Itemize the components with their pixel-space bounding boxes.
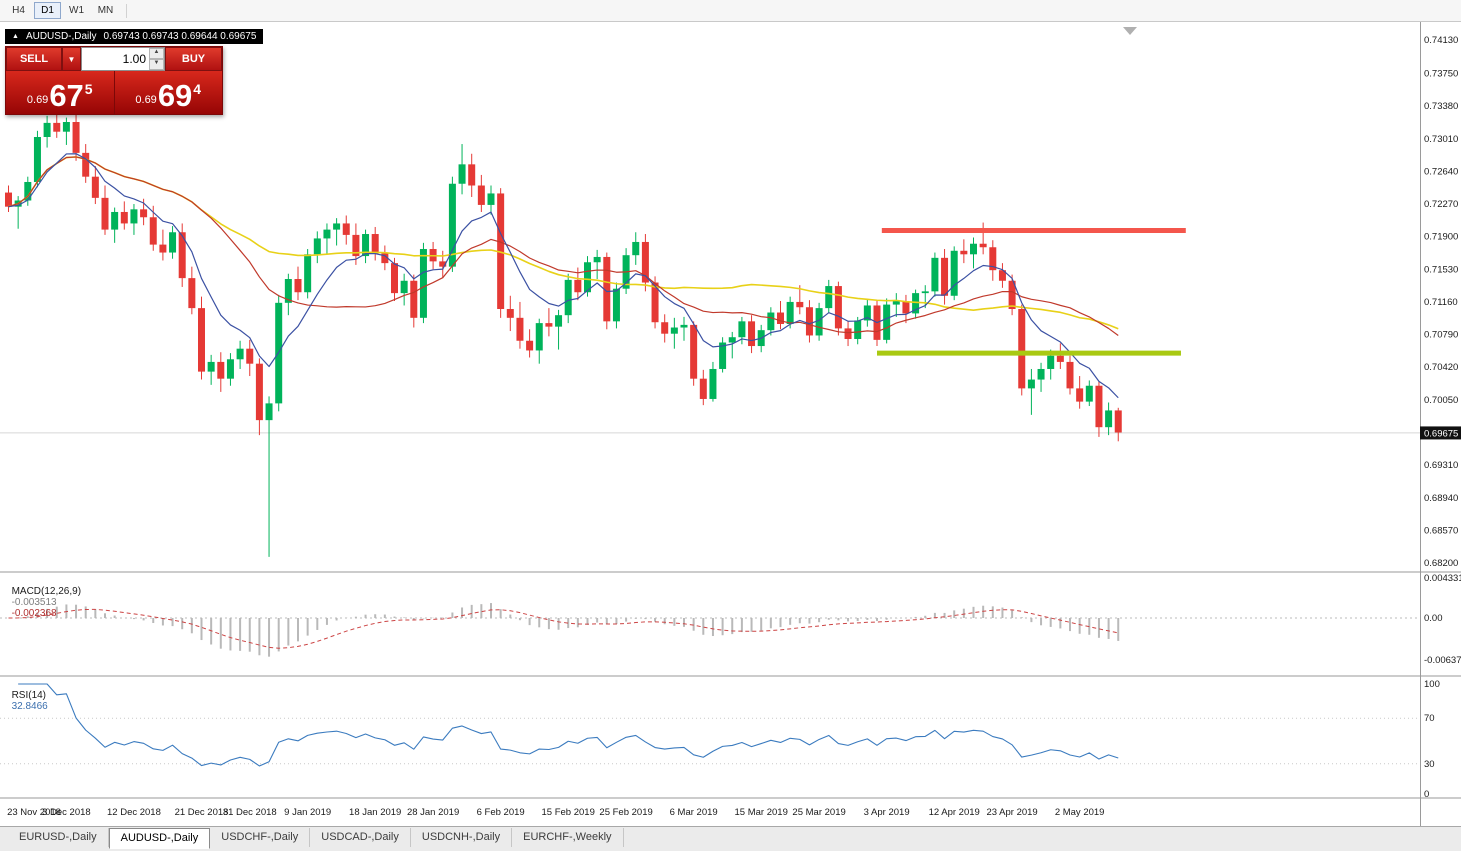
chart-tabs-bar: EURUSD-,Daily AUDUSD-,Daily USDCHF-,Daily U… — [0, 826, 1461, 851]
volume-increase-button[interactable]: ▲ — [149, 48, 164, 59]
volume-field-wrap: ▲ ▼ — [81, 47, 165, 71]
chart-tab-audusd-daily[interactable]: AUDUSD-,Daily — [108, 828, 211, 849]
chart-tab-usdcad-daily[interactable]: USDCAD-,Daily — [310, 828, 411, 847]
chart-tab-eurusd-daily[interactable]: EURUSD-,Daily — [8, 828, 109, 847]
rsi-indicator-label: RSI(14) 32.8466 — [6, 679, 48, 712]
sell-price-prefix: 0.69 — [26, 94, 49, 106]
sell-button[interactable]: SELL — [6, 47, 62, 71]
volume-dropdown-button[interactable]: ▼ — [62, 47, 81, 71]
svg-text:21 Dec 2018: 21 Dec 2018 — [175, 807, 229, 818]
svg-text:25 Mar 2019: 25 Mar 2019 — [792, 807, 845, 818]
svg-text:0.71530: 0.71530 — [1424, 264, 1458, 275]
svg-text:0.73380: 0.73380 — [1424, 101, 1458, 112]
svg-text:0: 0 — [1424, 789, 1429, 800]
chart-symbol-header: ▲ AUDUSD-,Daily 0.69743 0.69743 0.69644 … — [5, 29, 264, 44]
svg-text:0.69675: 0.69675 — [1424, 428, 1458, 439]
macd-signal-value: -0.002368 — [11, 608, 57, 619]
rsi-name: RSI(14) — [11, 690, 47, 701]
svg-text:0.71160: 0.71160 — [1424, 297, 1458, 308]
svg-text:0.68570: 0.68570 — [1424, 525, 1458, 536]
rsi-panel-layer — [0, 683, 1420, 767]
buy-price-prefix: 0.69 — [135, 94, 157, 106]
svg-text:12 Dec 2018: 12 Dec 2018 — [107, 807, 161, 818]
price-axis[interactable]: 0.74130 0.73750 0.73380 0.73010 0.72640 0.722… — [1420, 22, 1461, 826]
macd-panel-layer — [0, 603, 1420, 657]
svg-text:100: 100 — [1424, 679, 1440, 690]
chart-tab-usdchf-daily[interactable]: USDCHF-,Daily — [210, 828, 311, 847]
current-price-tag: 0.69675 — [1420, 426, 1461, 440]
svg-text:28 Jan 2019: 28 Jan 2019 — [407, 807, 459, 818]
svg-text:0.73010: 0.73010 — [1424, 134, 1458, 145]
svg-text:6 Mar 2019: 6 Mar 2019 — [670, 807, 718, 818]
candles-layer — [5, 107, 1122, 557]
svg-text:31 Dec 2018: 31 Dec 2018 — [223, 807, 277, 818]
sell-price-pip: 5 — [84, 81, 93, 97]
rsi-value: 32.8466 — [11, 701, 48, 712]
svg-text:15 Mar 2019: 15 Mar 2019 — [735, 807, 788, 818]
timeframe-toolbar: H4 D1 W1 MN — [0, 0, 1461, 22]
sell-price-big: 67 — [49, 78, 84, 113]
svg-text:3 Dec 2018: 3 Dec 2018 — [42, 807, 91, 818]
svg-text:0.72270: 0.72270 — [1424, 199, 1458, 210]
timeframe-button-d1[interactable]: D1 — [34, 2, 61, 19]
timeframe-buttons-group: H4 D1 W1 MN — [5, 2, 119, 19]
svg-text:0.70790: 0.70790 — [1424, 330, 1458, 341]
volume-input[interactable] — [82, 48, 149, 70]
buy-button[interactable]: BUY — [165, 47, 222, 71]
svg-text:2 May 2019: 2 May 2019 — [1055, 807, 1105, 818]
chart-canvas[interactable]: 0.74130 0.73750 0.73380 0.73010 0.72640 0.722… — [0, 22, 1461, 826]
svg-text:0.73750: 0.73750 — [1424, 68, 1458, 79]
horizontal-levels-layer[interactable] — [877, 227, 1186, 356]
timeframe-button-mn[interactable]: MN — [92, 2, 119, 19]
buy-price-display[interactable]: 0.69 69 4 — [114, 71, 222, 114]
svg-text:0.70420: 0.70420 — [1424, 362, 1458, 373]
svg-text:3 Apr 2019: 3 Apr 2019 — [864, 807, 910, 818]
chart-tab-eurchf-weekly[interactable]: EURCHF-,Weekly — [512, 828, 624, 847]
svg-text:12 Apr 2019: 12 Apr 2019 — [929, 807, 980, 818]
moving-averages-layer — [8, 153, 1119, 399]
svg-text:0.68940: 0.68940 — [1424, 493, 1458, 504]
toolbar-separator — [126, 3, 127, 18]
volume-spinner: ▲ ▼ — [149, 48, 164, 70]
svg-text:9 Jan 2019: 9 Jan 2019 — [284, 807, 331, 818]
svg-text:6 Feb 2019: 6 Feb 2019 — [477, 807, 525, 818]
chart-tab-usdcnh-daily[interactable]: USDCNH-,Daily — [411, 828, 513, 847]
collapse-panel-icon[interactable]: ▲ — [12, 32, 19, 40]
macd-main-value: -0.003513 — [11, 597, 57, 608]
chart-symbol-title: AUDUSD-,Daily — [25, 31, 97, 42]
buy-price-pip: 4 — [193, 81, 202, 97]
trade-prices-row: 0.69 67 5 0.69 69 4 — [6, 71, 222, 114]
svg-text:0.70050: 0.70050 — [1424, 395, 1458, 406]
svg-text:0.00: 0.00 — [1424, 613, 1443, 624]
svg-text:0.71900: 0.71900 — [1424, 232, 1458, 243]
sell-price-display[interactable]: 0.69 67 5 — [6, 71, 115, 114]
svg-text:23 Nov 2018: 23 Nov 2018 — [7, 807, 61, 818]
svg-text:0.74130: 0.74130 — [1424, 35, 1458, 46]
svg-text:0.68200: 0.68200 — [1424, 558, 1458, 569]
macd-name: MACD(12,26,9) — [11, 586, 82, 597]
macd-indicator-label: MACD(12,26,9) -0.003513 -0.002368 — [6, 575, 81, 619]
timeframe-button-h4[interactable]: H4 — [5, 2, 32, 19]
svg-text:0.004331: 0.004331 — [1424, 573, 1461, 584]
svg-text:25 Feb 2019: 25 Feb 2019 — [599, 807, 652, 818]
timeframe-button-w1[interactable]: W1 — [63, 2, 90, 19]
svg-text:23 Apr 2019: 23 Apr 2019 — [986, 807, 1037, 818]
trade-controls-row: SELL ▼ ▲ ▼ BUY — [6, 47, 222, 71]
buy-price-big: 69 — [157, 78, 193, 113]
shift-end-marker-icon[interactable] — [1123, 27, 1137, 35]
svg-text:18 Jan 2019: 18 Jan 2019 — [349, 807, 401, 818]
chart-ohlc-values: 0.69743 0.69743 0.69644 0.69675 — [103, 31, 257, 42]
svg-text:30: 30 — [1424, 759, 1435, 770]
volume-decrease-button[interactable]: ▼ — [149, 59, 164, 70]
svg-text:0.72640: 0.72640 — [1424, 166, 1458, 177]
svg-text:70: 70 — [1424, 713, 1435, 724]
svg-text:15 Feb 2019: 15 Feb 2019 — [542, 807, 595, 818]
chevron-down-icon: ▼ — [67, 54, 76, 64]
svg-text:0.69310: 0.69310 — [1424, 460, 1458, 471]
svg-text:-0.006373: -0.006373 — [1424, 655, 1461, 666]
